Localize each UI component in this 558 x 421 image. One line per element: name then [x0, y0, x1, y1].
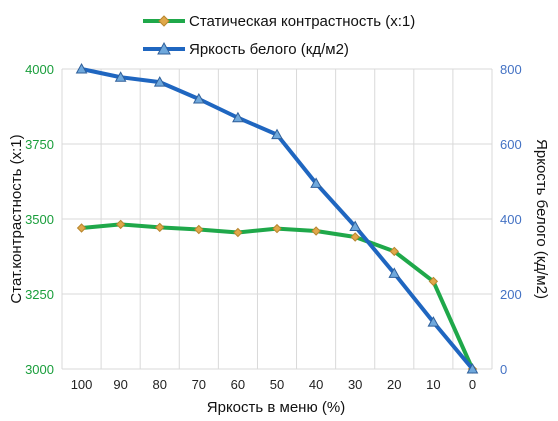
- left-tick-label: 3750: [25, 137, 54, 152]
- brightness-data-point: [349, 220, 362, 231]
- right-axis-title: Яркость белого (кд/м2): [533, 139, 550, 299]
- x-tick-label: 20: [387, 377, 401, 392]
- series-layer: [75, 62, 479, 374]
- left-tick-label: 3000: [25, 362, 54, 377]
- x-tick-label: 70: [192, 377, 206, 392]
- gridlines: [61, 68, 493, 370]
- legend-item-contrast: Статическая контрастность (x:1): [143, 13, 415, 30]
- legend-brightness-marker-icon: [157, 41, 171, 55]
- x-axis-title: Яркость в меню (%): [207, 399, 345, 416]
- brightness-data-point: [232, 111, 244, 123]
- brightness-data-point: [114, 71, 127, 82]
- right-tick-label: 400: [500, 212, 522, 227]
- left-axis-ticks: 3000 3250 3500 3750 4000: [25, 62, 54, 377]
- contrast-data-point: [155, 222, 165, 233]
- contrast-data-point: [115, 219, 126, 230]
- brightness-data-point: [271, 128, 283, 140]
- brightness-data-point: [75, 62, 88, 74]
- x-tick-label: 60: [231, 377, 245, 392]
- left-tick-label: 4000: [25, 62, 54, 77]
- legend-item-brightness: Яркость белого (кд/м2): [143, 41, 349, 58]
- contrast-data-point: [76, 223, 87, 233]
- brightness-data-point: [427, 316, 440, 327]
- brightness-data-point: [153, 76, 166, 87]
- right-tick-label: 600: [500, 137, 522, 152]
- x-tick-label: 0: [469, 377, 476, 392]
- contrast-data-point: [389, 246, 399, 257]
- x-tick-label: 100: [71, 377, 93, 392]
- contrast-data-point: [194, 224, 204, 235]
- brightness-data-point: [310, 177, 322, 188]
- left-tick-label: 3500: [25, 212, 54, 227]
- x-tick-label: 10: [426, 377, 440, 392]
- right-tick-label: 0: [500, 362, 507, 377]
- contrast-data-point: [350, 232, 360, 242]
- right-axis-ticks: 0 200 400 600 800: [500, 62, 522, 377]
- contrast-data-point: [311, 226, 321, 236]
- brightness-data-point: [466, 362, 479, 374]
- contrast-data-point: [233, 227, 243, 238]
- contrast-data-point: [272, 223, 282, 234]
- brightness-data-point: [192, 92, 205, 104]
- right-tick-label: 800: [500, 62, 522, 77]
- legend-brightness-label: Яркость белого (кд/м2): [189, 41, 349, 58]
- legend-contrast-marker-icon: [158, 15, 170, 27]
- left-axis-title: Стат.контрастность (x:1): [8, 134, 25, 303]
- x-tick-label: 50: [270, 377, 284, 392]
- legend: Статическая контрастность (x:1) Яркость …: [143, 13, 415, 58]
- contrast-data-point: [428, 276, 439, 287]
- left-tick-label: 3250: [25, 287, 54, 302]
- x-tick-label: 80: [152, 377, 166, 392]
- x-tick-label: 90: [113, 377, 127, 392]
- right-tick-label: 200: [500, 287, 522, 302]
- x-tick-label: 30: [348, 377, 362, 392]
- legend-contrast-label: Статическая контрастность (x:1): [189, 13, 415, 30]
- x-tick-label: 40: [309, 377, 323, 392]
- brightness-data-point: [388, 267, 401, 278]
- x-axis-ticks: 100 90 80 70 60 50 40 30 20 10 0: [71, 377, 476, 392]
